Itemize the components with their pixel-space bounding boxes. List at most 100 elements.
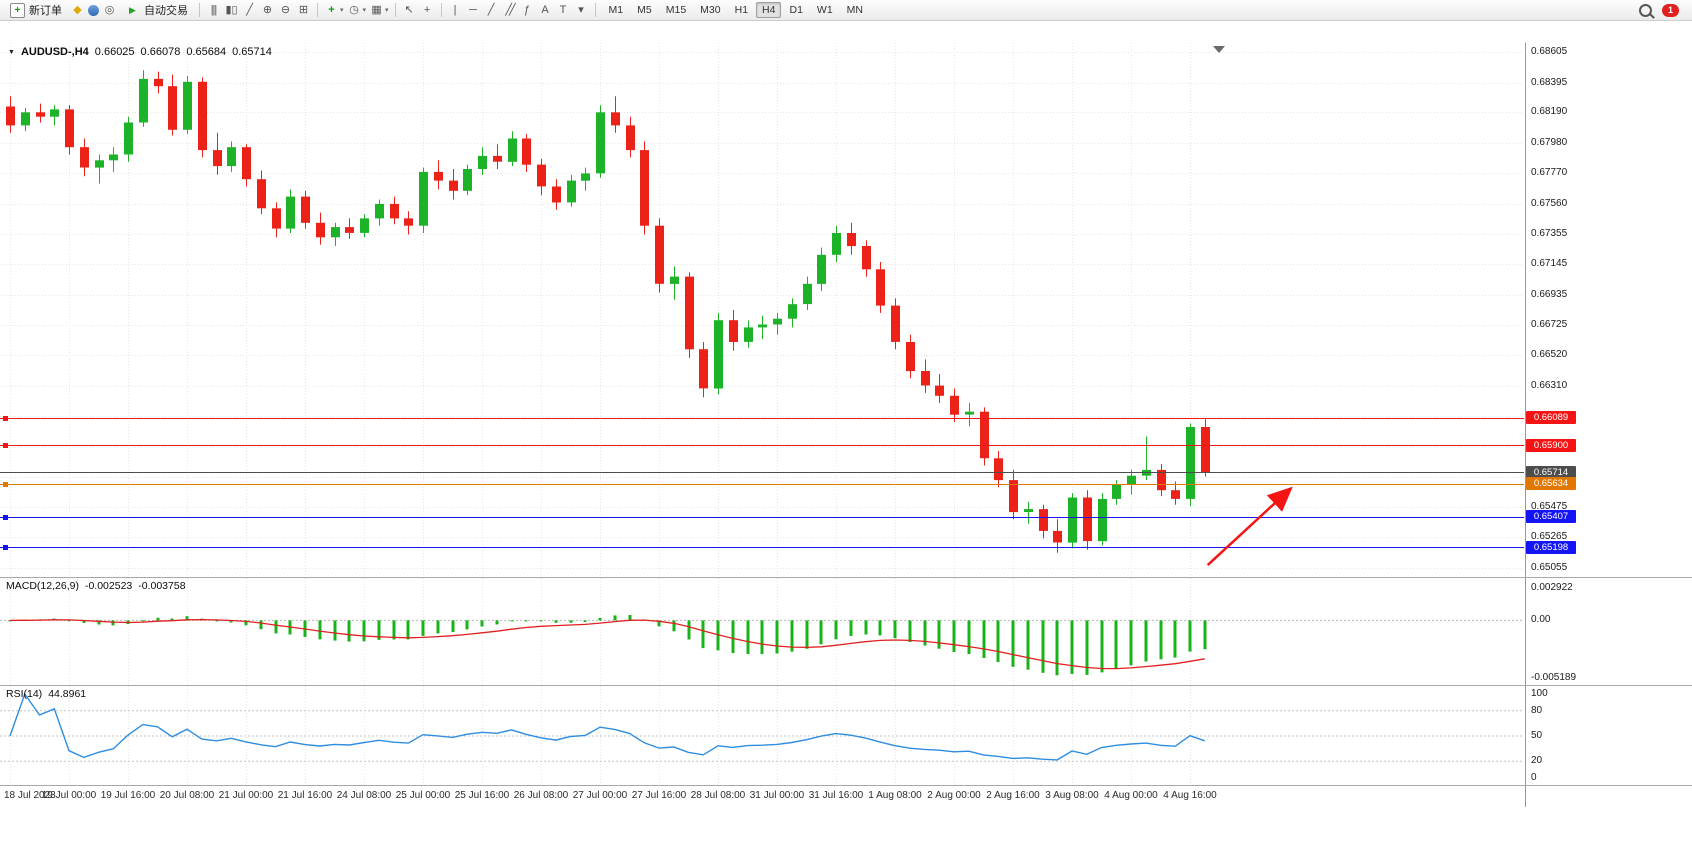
price-tick-label: 0.65475: [1531, 500, 1568, 512]
price-level-badge[interactable]: 0.65198: [1526, 540, 1576, 554]
time-axis-label: 19 Jul 16:00: [100, 790, 156, 801]
timeframe-D1[interactable]: D1: [789, 4, 803, 16]
auto-trading-label: 自动交易: [144, 5, 188, 17]
time-axis-label: 19 Jul 00:00: [41, 790, 97, 801]
period-dropdown-icon[interactable]: ▾: [362, 7, 367, 14]
time-axis-label: 26 Jul 08:00: [513, 790, 569, 801]
channel-tool-icon[interactable]: ╱╱: [505, 4, 515, 16]
price-tick-label: 0.66520: [1531, 349, 1568, 361]
timeframe-H4[interactable]: H4: [756, 2, 782, 18]
timeframe-M5[interactable]: M5: [637, 4, 652, 16]
period-clock-icon[interactable]: ◷: [349, 4, 359, 16]
pane-splitter-macd[interactable]: [0, 577, 1692, 578]
time-axis-label: 18 Jul 2023: [4, 790, 56, 801]
rsi-scale-label: 100: [1531, 688, 1548, 699]
text-label-tool-icon[interactable]: T: [559, 4, 567, 16]
templates-icon[interactable]: ▦: [371, 4, 382, 16]
candles-layer: [6, 70, 1210, 553]
zoom-in-icon[interactable]: ⊕: [262, 4, 273, 16]
time-axis-label: 27 Jul 16:00: [631, 790, 687, 801]
rsi-pane[interactable]: [0, 686, 1524, 785]
chart-title: AUDUSD-,H4: [20, 46, 89, 58]
chart-shift-marker[interactable]: [1213, 46, 1225, 53]
time-axis-label: 2 Aug 00:00: [927, 790, 981, 801]
macd-label-row: MACD(12,26,9) -0.002523 -0.003758: [6, 580, 186, 592]
terminal-icon[interactable]: ◎: [104, 4, 115, 16]
bar-chart-mode-icon[interactable]: |||: [210, 4, 218, 16]
toolbar-separator: [199, 3, 200, 17]
pane-splitter-rsi[interactable]: [0, 685, 1692, 686]
price-axis[interactable]: 0.68605 0.68395 0.68190 0.67980 0.67770 0.675…: [1526, 21, 1692, 821]
rsi-line: [9, 692, 1206, 761]
price-tick-label: 0.65265: [1531, 531, 1568, 543]
macd-pane[interactable]: [0, 578, 1524, 685]
trendline-tool-icon[interactable]: ╱: [487, 4, 495, 16]
templates-dropdown-icon[interactable]: ▾: [385, 7, 389, 14]
timeframe-MN[interactable]: MN: [846, 4, 864, 16]
search-icon[interactable]: [1639, 3, 1652, 17]
price-level-badge[interactable]: 0.65634: [1526, 477, 1576, 491]
trend-arrow-annotation[interactable]: [1206, 486, 1293, 567]
toolbar-separator: [440, 3, 442, 17]
auto-trading-button[interactable]: ▶ 自动交易: [120, 1, 193, 19]
rsi-scale-label: 0: [1531, 772, 1537, 783]
notifications-badge[interactable]: 1: [1662, 3, 1679, 17]
price-tick-label: 0.67770: [1531, 167, 1568, 179]
timeframe-M30[interactable]: M30: [700, 4, 721, 16]
timeframe-M15[interactable]: M15: [665, 4, 687, 16]
time-axis-label: 31 Jul 16:00: [808, 790, 864, 801]
main-chart-pane[interactable]: [0, 43, 1524, 577]
price-tick-label: 0.65055: [1531, 562, 1568, 573]
time-axis-label: 25 Jul 00:00: [395, 790, 451, 801]
indicators-add-icon[interactable]: +: [328, 4, 335, 16]
market-watch-icon[interactable]: ◆: [73, 4, 82, 16]
price-level-badge[interactable]: 0.65407: [1526, 510, 1576, 524]
timeframe-H1[interactable]: H1: [734, 4, 749, 16]
price-level-badge[interactable]: 0.66089: [1526, 411, 1576, 425]
crosshair-tool-icon[interactable]: +: [423, 4, 431, 16]
price-tick-label: 0.68605: [1531, 46, 1568, 57]
macd-main-value: -0.002523: [84, 580, 133, 592]
line-chart-mode-icon[interactable]: ╱: [246, 4, 253, 16]
rsi-scale-label: 50: [1531, 730, 1543, 741]
timeframe-W1[interactable]: W1: [816, 4, 833, 16]
shapes-tool-icon[interactable]: ▾: [578, 4, 584, 16]
ohlc-close: 0.65714: [232, 46, 272, 58]
macd-name: MACD(12,26,9): [6, 580, 79, 592]
time-axis-label: 28 Jul 08:00: [690, 790, 746, 801]
candlestick-chart-mode-icon[interactable]: ▮▯: [225, 4, 238, 16]
navigator-icon[interactable]: [88, 4, 99, 16]
macd-signal-line: [9, 618, 1205, 670]
indicators-dropdown-icon[interactable]: ▾: [340, 7, 344, 14]
toolbar-separator: [594, 3, 596, 17]
price-tick-label: 0.67355: [1531, 227, 1568, 239]
macd-scale-label: 0.00: [1531, 614, 1551, 626]
ohlc-open: 0.66025: [94, 46, 135, 58]
price-tick-label: 0.66310: [1531, 379, 1568, 391]
price-tick-label: 0.66725: [1531, 319, 1568, 331]
macd-histogram: [8, 615, 1207, 676]
tile-windows-icon[interactable]: ⊞: [298, 4, 309, 16]
symbol-menu-icon[interactable]: ▼: [8, 48, 15, 56]
time-axis[interactable]: 18 Jul 2023 19 Jul 00:00 19 Jul 16:00 20 Ju…: [0, 790, 1524, 806]
auto-trading-icon: ▶: [129, 5, 136, 15]
price-tick-label: 0.68395: [1531, 76, 1568, 88]
price-level-badge[interactable]: 0.65714: [1526, 465, 1576, 479]
text-tool-icon[interactable]: A: [541, 4, 549, 16]
new-order-button[interactable]: + 新订单: [5, 1, 67, 19]
cursor-tool-icon[interactable]: ↖: [404, 4, 414, 16]
rsi-name: RSI(14): [6, 688, 43, 700]
new-order-icon: +: [10, 2, 25, 18]
price-tick-label: 0.67560: [1531, 197, 1568, 209]
zoom-out-icon[interactable]: ⊖: [280, 4, 291, 16]
timeframe-M1[interactable]: M1: [608, 4, 624, 16]
time-axis-label: 4 Aug 16:00: [1163, 790, 1217, 801]
horizontal-line-tool-icon[interactable]: ─: [469, 4, 477, 16]
price-level-lines[interactable]: [0, 416, 1524, 550]
price-level-badge[interactable]: 0.65900: [1526, 438, 1576, 452]
rsi-scale-label: 20: [1531, 755, 1543, 767]
vertical-line-tool-icon[interactable]: |: [453, 4, 457, 16]
fibonacci-tool-icon[interactable]: ƒ: [523, 4, 531, 16]
time-axis-label: 24 Jul 08:00: [336, 790, 392, 801]
toolbar-separator: [317, 3, 318, 17]
